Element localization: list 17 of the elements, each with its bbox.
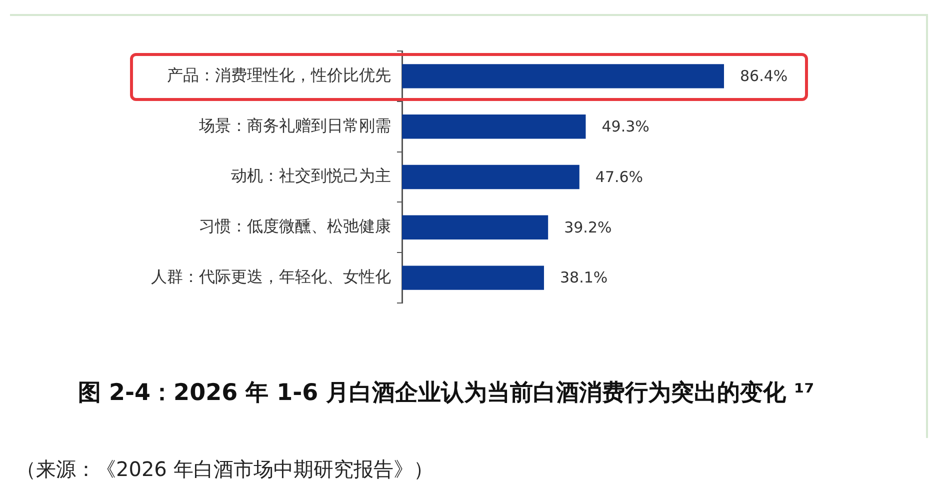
data-label: 47.6%	[595, 168, 644, 186]
text: （来源：《2026 年白酒市场中期研究报告》）	[16, 456, 434, 483]
y-tick-label: 场景：商务礼赠到日常刚需	[198, 116, 391, 135]
bar	[402, 266, 544, 290]
data-label: 86.4%	[740, 67, 788, 86]
bar	[402, 114, 586, 139]
y-tick-label: 习惯：低度微醺、松弛健康	[199, 216, 391, 236]
data-label: 49.3%	[602, 117, 650, 136]
y-tick-label: 人群：代际更迭，年轻化、女性化	[151, 266, 391, 286]
y-tick-label: 产品：消费理性化，性价比优先	[167, 65, 391, 84]
text: 图 2-4：2026 年 1-6 月白酒企业认为当前白酒消费行为突出的变化 ¹⁷	[78, 379, 814, 408]
data-label: 38.1%	[560, 268, 608, 287]
y-tick-label: 动机：社交到悦己为主	[231, 166, 391, 186]
data-label: 39.2%	[564, 218, 612, 236]
bar	[402, 215, 548, 240]
bar	[402, 164, 580, 190]
bar	[402, 64, 724, 88]
